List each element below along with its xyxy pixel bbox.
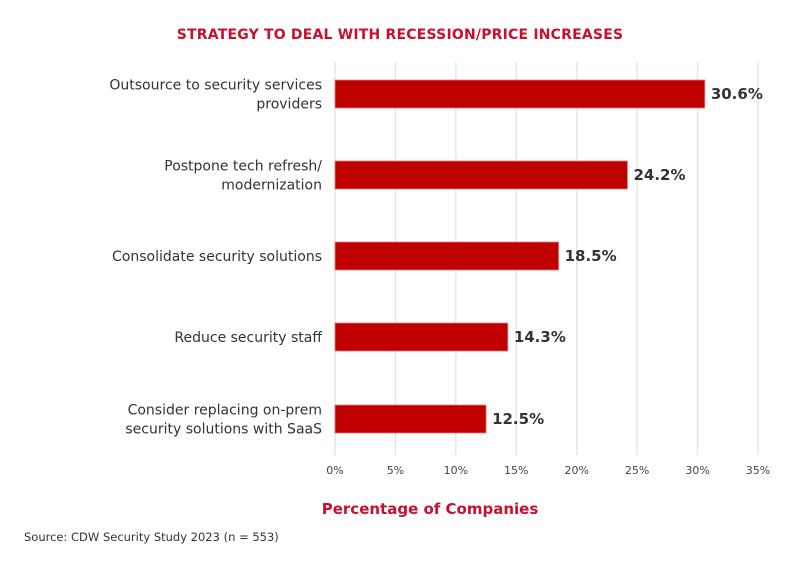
x-tick-label: 0% (326, 464, 343, 477)
bar (334, 160, 628, 190)
bar-value-label: 18.5% (565, 247, 617, 265)
x-axis-label: Percentage of Companies (321, 500, 539, 518)
x-tick-label: 25% (625, 464, 649, 477)
x-tick-label: 10% (444, 464, 468, 477)
source-note: Source: CDW Security Study 2023 (n = 553… (24, 530, 279, 544)
x-tick-label: 5% (387, 464, 404, 477)
bar (334, 79, 706, 109)
x-tick-label: 30% (685, 464, 709, 477)
bar (334, 241, 559, 271)
chart-title: STRATEGY TO DEAL WITH RECESSION/PRICE IN… (176, 27, 624, 43)
category-label: Postpone tech refresh/modernization (164, 159, 322, 194)
category-label: Consider replacing on-prem security solut… (125, 403, 322, 438)
bar (334, 322, 509, 352)
bar-value-label: 24.2% (633, 166, 685, 184)
x-tick-label: 20% (564, 464, 588, 477)
bar-value-label: 30.6% (711, 85, 763, 103)
x-tick-label: 35% (746, 464, 770, 477)
category-label: Reduce security staff (174, 330, 322, 346)
category-label: Consolidate security solutions (112, 249, 322, 265)
x-tick-label: 15% (504, 464, 528, 477)
bar-value-label: 12.5% (492, 410, 544, 428)
category-label: Outsource to security services providers (109, 78, 322, 113)
bar (334, 404, 487, 434)
bar-value-label: 14.3% (514, 328, 566, 346)
